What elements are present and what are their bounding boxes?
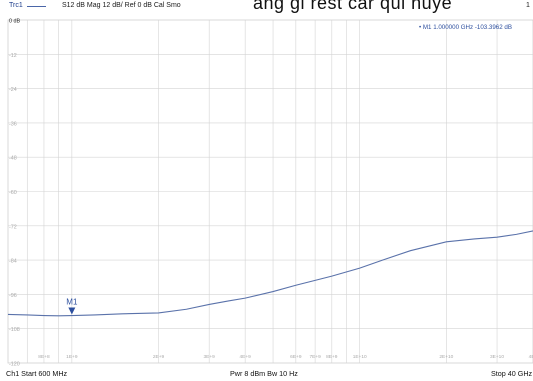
y-tick-label: -72	[9, 224, 17, 230]
caption-overlay: ang gl rest car qui huye	[0, 0, 533, 20]
y-tick-label: -84	[9, 259, 17, 265]
y-tick-labels: 0 dB -12 -24 -36 -48 -60 -72 -84 -96 -108 -120	[9, 19, 20, 368]
y-tick-label: -108	[9, 327, 20, 333]
y-tick-label: -60	[9, 190, 17, 196]
x-tick-label: 2E+9	[153, 354, 165, 360]
x-tick-label: 3E+9	[204, 354, 216, 360]
y-tick-label: -24	[9, 87, 17, 93]
stop-frequency[interactable]: Stop 40 GHz	[491, 369, 533, 378]
trace-line-swatch	[27, 6, 46, 7]
grid-vertical	[26, 20, 498, 363]
x-tick-label: 2E+10	[439, 354, 453, 360]
series-line	[7, 230, 533, 317]
y-tick-label: -120	[9, 362, 20, 368]
marker-label: M1	[66, 298, 78, 307]
y-tick-label: -12	[9, 53, 17, 59]
marker-readout: • M1 1.000000 GHz -103.3962 dB	[419, 24, 512, 31]
x-tick-label: 4E+	[529, 354, 533, 360]
x-tick-label: 7E+9	[309, 354, 321, 360]
series-group	[7, 230, 533, 317]
marker-group: M1 • M1 1.000000 GHz -103.3962 dB	[66, 24, 512, 315]
x-tick-label: 1E+10	[353, 354, 367, 360]
status-footer: Ch1 Start 600 MHz Pwr 8 dBm Bw 10 Hz Sto…	[0, 369, 533, 381]
y-tick-label: -48	[9, 156, 17, 162]
grid-horizontal	[8, 53, 533, 330]
x-tick-label: 3E+10	[490, 354, 504, 360]
marker-triangle	[68, 307, 76, 315]
trace-label[interactable]: Trc1	[9, 2, 23, 9]
y-tick-label: 0 dB	[9, 19, 20, 25]
x-tick-label: 8E+9	[326, 354, 338, 360]
caption-text: ang gl rest car qui huye	[253, 0, 453, 13]
page-indicator: 1	[526, 2, 530, 9]
y-tick-label: -36	[9, 121, 17, 127]
x-tick-labels: 8E+8 1E+9 2E+9 3E+9 4E+9 6E+9 7E+9 8E+9 1E+10 2E+…	[38, 354, 533, 360]
trace-description[interactable]: S12 dB Mag 12 dB/ Ref 0 dB Cal Smo	[62, 2, 181, 9]
start-frequency[interactable]: Ch1 Start 600 MHz	[6, 369, 68, 378]
trace-header: Trc1 S12 dB Mag 12 dB/ Ref 0 dB Cal Smo …	[0, 0, 533, 14]
x-tick-label: 4E+9	[239, 354, 251, 360]
y-tick-label: -96	[9, 293, 17, 299]
x-tick-label: 8E+8	[38, 354, 50, 360]
power-bandwidth[interactable]: Pwr 8 dBm Bw 10 Hz	[230, 369, 298, 378]
x-tick-label: 1E+9	[66, 354, 78, 360]
x-tick-label: 6E+9	[290, 354, 302, 360]
